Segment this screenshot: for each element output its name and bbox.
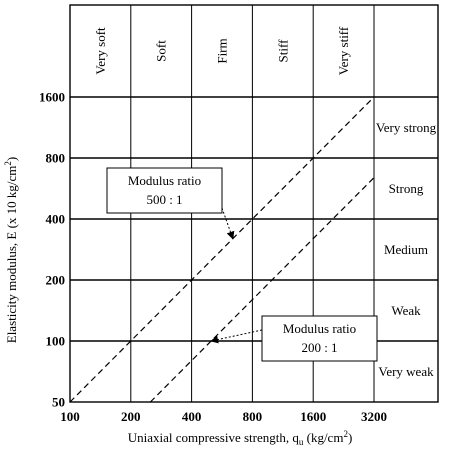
strength-class-label: Very soft: [93, 27, 108, 75]
modulus-class-label: Weak: [391, 303, 421, 318]
x-tick-label: 100: [60, 409, 80, 424]
modulus-class-label: Very strong: [376, 120, 437, 135]
y-axis-label: Elasticity modulus, E (x 10 kg/cm2): [3, 157, 19, 344]
x-tick-label: 400: [182, 409, 202, 424]
y-tick-label: 200: [46, 273, 66, 288]
modulus-class-label: Very weak: [378, 364, 434, 379]
chart-frame: [69, 4, 439, 403]
annotation-line1: Modulus ratio: [128, 173, 201, 188]
y-tick-label: 1600: [39, 90, 65, 105]
y-tick-label: 50: [52, 395, 65, 410]
annotation-arrow: [210, 329, 263, 344]
strength-class-label: Soft: [154, 40, 169, 62]
annotation-line2: 200 : 1: [301, 340, 337, 355]
annotation-box: [106, 167, 223, 214]
annotation-line1: Modulus ratio: [283, 321, 356, 336]
x-tick-label: 200: [121, 409, 141, 424]
x-tick-label: 3200: [361, 409, 387, 424]
modulus-class-label: Medium: [384, 242, 428, 257]
y-tick-label: 800: [46, 151, 66, 166]
strength-class-row: Very soft Soft Firm Stiff Very stiff: [93, 26, 351, 75]
strength-class-label: Firm: [215, 38, 230, 63]
y-tick-label: 400: [46, 212, 66, 227]
ratio-line: [149, 177, 375, 403]
modulus-class-column: Very strong Strong Medium Weak Very weak: [376, 120, 437, 379]
ratio-line: [69, 96, 375, 403]
series-lines: [69, 96, 375, 403]
annotation-line2: 500 : 1: [146, 192, 182, 207]
x-tick-label: 800: [243, 409, 263, 424]
strength-class-label: Very stiff: [336, 26, 351, 75]
strength-class-label: Stiff: [275, 39, 290, 63]
annotation-arrow: [221, 207, 235, 240]
annotation-box: [261, 315, 378, 362]
y-tick-label: 100: [46, 334, 66, 349]
ratio-annotations: Modulus ratio 500 : 1 Modulus ratio 200 : 1: [106, 167, 378, 362]
x-axis-label: Uniaxial compressive strength, qu (kg/cm…: [128, 429, 353, 447]
modulus-class-label: Strong: [389, 181, 424, 196]
x-tick-label: 1600: [300, 409, 326, 424]
